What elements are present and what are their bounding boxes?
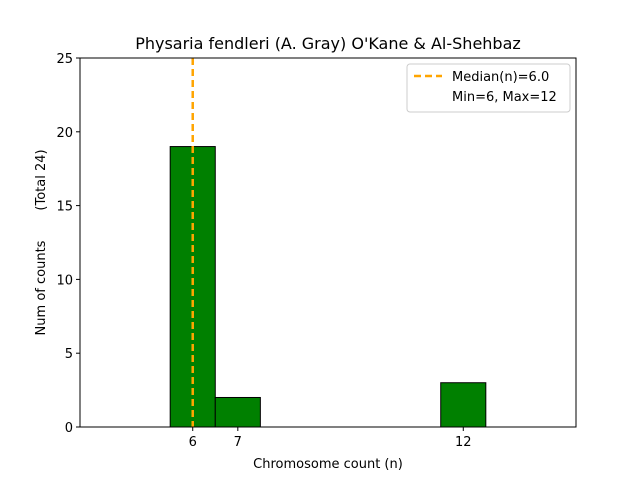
x-axis-label: Chromosome count (n) [253, 457, 403, 472]
bar-1 [214, 396, 261, 428]
bars-layer [169, 146, 487, 428]
x-tick-label-0: 6 [189, 435, 197, 450]
plot-frame [79, 57, 577, 428]
bar-2 [440, 382, 487, 428]
bar-0 [169, 146, 216, 428]
y-tick-label-4: 20 [56, 126, 73, 141]
y-axis-ticks: 0 5 10 15 20 25 [56, 52, 80, 436]
y-tick-label-2: 10 [56, 273, 73, 288]
y-axis-label: Num of counts [34, 240, 49, 335]
legend-box [406, 63, 571, 113]
y-tick-label-1: 5 [65, 347, 73, 362]
x-axis-ticks: 6 7 12 [189, 427, 472, 450]
y-axis-total-label: (Total 24) [34, 149, 49, 210]
x-tick-label-2: 12 [455, 435, 472, 450]
legend-entry-range: Min=6, Max=12 [452, 90, 557, 105]
legend: Median(n)=6.0 Min=6, Max=12 [406, 63, 571, 113]
x-tick-label-1: 7 [234, 435, 242, 450]
chart-title: Physaria fendleri (A. Gray) O'Kane & Al-… [135, 34, 521, 53]
legend-entry-median: Median(n)=6.0 [452, 70, 549, 85]
y-tick-label-3: 15 [56, 200, 73, 215]
y-tick-label-0: 0 [65, 421, 73, 436]
y-tick-label-5: 25 [56, 52, 73, 67]
